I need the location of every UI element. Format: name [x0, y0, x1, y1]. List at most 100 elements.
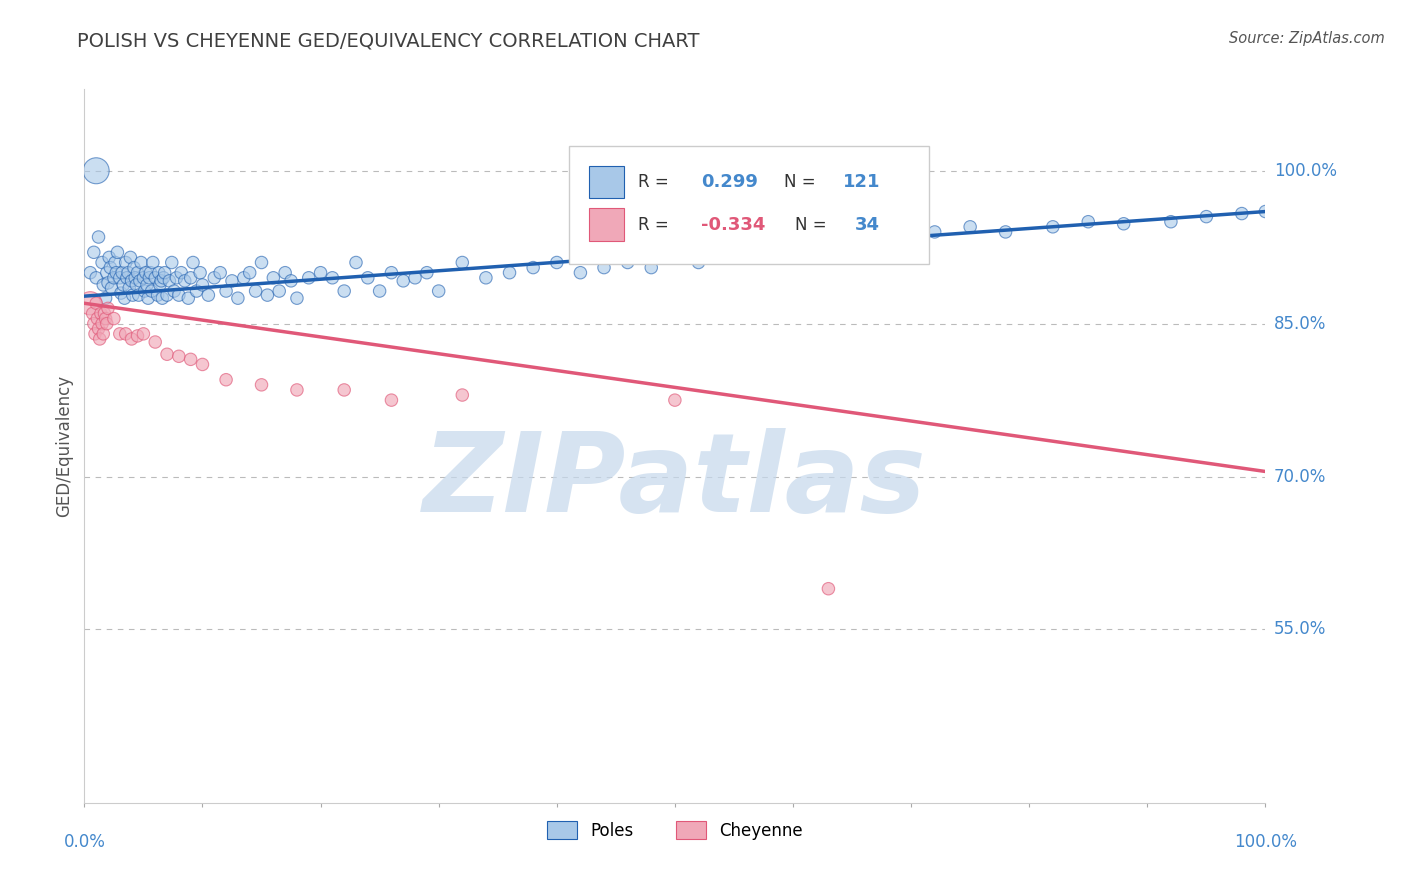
Point: [125, 277, 148, 292]
Point: [103, 311, 125, 326]
Point: [84, 163, 107, 178]
Point: [94, 311, 117, 326]
Text: R =: R =: [638, 173, 675, 191]
Point: [368, 284, 391, 298]
Point: [256, 288, 278, 302]
Point: [93, 306, 115, 320]
Point: [83, 317, 105, 331]
Text: POLISH VS CHEYENNE GED/EQUIVALENCY CORRELATION CHART: POLISH VS CHEYENNE GED/EQUIVALENCY CORRE…: [77, 31, 700, 50]
Point: [111, 266, 134, 280]
Point: [98, 251, 121, 265]
Point: [269, 284, 291, 298]
Point: [108, 326, 131, 341]
Point: [188, 266, 211, 280]
Point: [177, 291, 200, 305]
Point: [333, 284, 356, 298]
Point: [157, 274, 180, 288]
Point: [100, 281, 122, 295]
Point: [250, 255, 273, 269]
Point: [149, 277, 172, 292]
Point: [186, 284, 208, 298]
Point: [274, 266, 297, 280]
Point: [141, 284, 163, 298]
Point: [96, 317, 118, 331]
Point: [245, 284, 267, 298]
Point: [170, 266, 193, 280]
Point: [87, 230, 110, 244]
Point: [94, 291, 117, 305]
Point: [121, 288, 143, 302]
Point: [152, 270, 174, 285]
Point: [924, 225, 946, 239]
Point: [1160, 215, 1182, 229]
Point: [97, 301, 120, 316]
Point: [115, 270, 138, 285]
Text: ZIPatlas: ZIPatlas: [423, 428, 927, 535]
Point: [1112, 217, 1135, 231]
Point: [127, 266, 149, 280]
Point: [593, 260, 616, 275]
Point: [122, 260, 145, 275]
Point: [86, 311, 108, 326]
Point: [758, 245, 780, 260]
Point: [83, 245, 105, 260]
Point: [143, 334, 166, 349]
Y-axis label: GED/Equivalency: GED/Equivalency: [55, 375, 73, 517]
Point: [215, 373, 238, 387]
Point: [134, 284, 156, 298]
Point: [876, 230, 898, 244]
Point: [841, 235, 863, 249]
Point: [156, 347, 179, 361]
Point: [1230, 206, 1253, 220]
Point: [806, 240, 828, 254]
Point: [167, 349, 190, 363]
Point: [498, 266, 520, 280]
Point: [191, 358, 214, 372]
Point: [128, 274, 150, 288]
Point: [143, 270, 166, 285]
Point: [136, 277, 159, 292]
Point: [404, 270, 426, 285]
Point: [156, 288, 179, 302]
Point: [121, 332, 143, 346]
Text: 121: 121: [842, 173, 880, 191]
Point: [114, 255, 136, 269]
Point: [127, 329, 149, 343]
Point: [142, 255, 165, 269]
Point: [688, 255, 710, 269]
Point: [91, 255, 114, 269]
Point: [392, 274, 415, 288]
Point: [91, 277, 114, 292]
Point: [120, 251, 142, 265]
Legend: Poles, Cheyenne: Poles, Cheyenne: [538, 814, 811, 848]
Point: [215, 284, 238, 298]
Point: [121, 274, 143, 288]
Point: [132, 326, 155, 341]
Point: [723, 251, 745, 265]
Text: 0.299: 0.299: [700, 173, 758, 191]
Point: [97, 276, 120, 290]
Point: [129, 255, 152, 269]
Point: [84, 326, 107, 341]
Point: [280, 274, 302, 288]
Text: 100.0%: 100.0%: [1274, 161, 1337, 180]
Point: [664, 393, 686, 408]
FancyBboxPatch shape: [568, 146, 929, 264]
Point: [1077, 215, 1099, 229]
Point: [522, 260, 544, 275]
Point: [451, 388, 474, 402]
Point: [209, 266, 232, 280]
Text: -0.334: -0.334: [700, 216, 765, 234]
Text: 100.0%: 100.0%: [1234, 833, 1296, 851]
Point: [285, 291, 308, 305]
Text: 55.0%: 55.0%: [1274, 621, 1326, 639]
Point: [416, 266, 439, 280]
Point: [380, 266, 402, 280]
Point: [103, 270, 125, 285]
Text: Source: ZipAtlas.com: Source: ZipAtlas.com: [1229, 31, 1385, 46]
Text: 85.0%: 85.0%: [1274, 315, 1326, 333]
Point: [427, 284, 450, 298]
Point: [153, 266, 176, 280]
Point: [173, 274, 195, 288]
Point: [91, 326, 114, 341]
